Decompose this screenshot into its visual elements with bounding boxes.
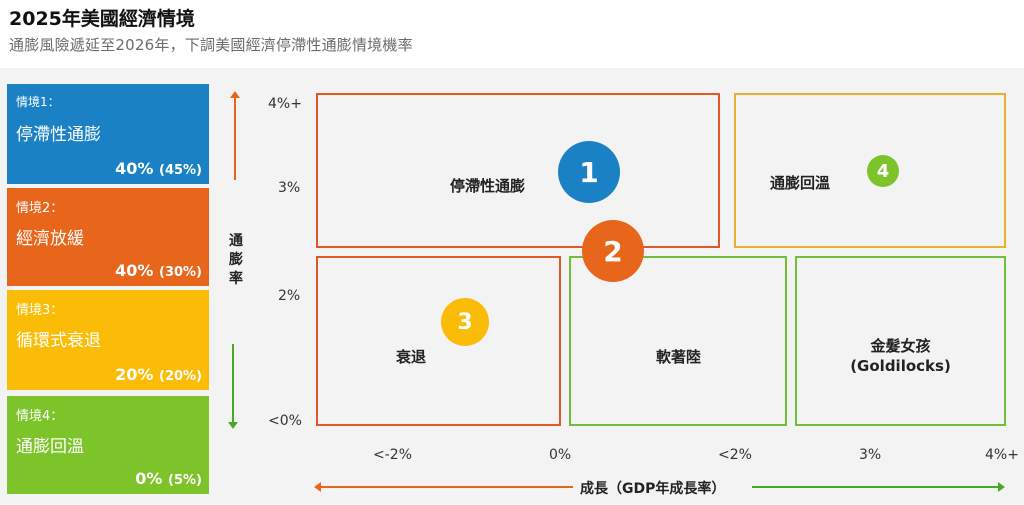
- previous-probability: (20%): [159, 369, 202, 384]
- scenario-badge-2: 2: [582, 220, 644, 282]
- scenario-probability: 40% (45%): [115, 159, 202, 178]
- x-tick: 0%: [549, 447, 572, 463]
- zone-label: 金髮女孩 (Goldilocks): [797, 336, 1004, 376]
- previous-probability: (30%): [159, 265, 202, 280]
- zone-label-line: (Goldilocks): [850, 357, 951, 375]
- zone-label-line: 金髮女孩: [870, 337, 931, 355]
- scenario-label: 情境4：: [16, 409, 64, 424]
- scenario-probability: 0% (5%): [135, 469, 202, 488]
- x-tick: 4%+: [985, 447, 1019, 463]
- scenario-card-1: 情境1： 停滯性通膨 40% (45%): [7, 84, 209, 184]
- x-tick: 3%: [859, 447, 882, 463]
- scenario-badge-1: 1: [558, 141, 620, 203]
- y-tick: 2%: [278, 288, 301, 304]
- zone-label: 通膨回溫: [770, 174, 831, 192]
- zone-goldilocks: 金髮女孩 (Goldilocks): [795, 256, 1006, 426]
- page-title: 2025年美國經濟情境: [9, 8, 195, 30]
- scenario-badge-4: 4: [867, 155, 899, 187]
- page-subtitle: 通膨風險遞延至2026年，下調美國經濟停滯性通膨情境機率: [9, 36, 413, 54]
- zone-recession: 衰退: [316, 256, 561, 426]
- y-tick: 4%+: [268, 96, 302, 112]
- inflation-down-arrow: [228, 344, 238, 429]
- scenario-name: 循環式衰退: [16, 331, 101, 351]
- scenario-card-2: 情境2： 經濟放緩 40% (30%): [7, 188, 209, 286]
- zone-label: 停滯性通膨: [450, 177, 526, 195]
- y-tick: 3%: [278, 180, 301, 196]
- scenario-label: 情境1：: [16, 95, 60, 109]
- previous-probability: (45%): [159, 163, 202, 178]
- scenario-name: 經濟放緩: [16, 229, 84, 249]
- scenario-label: 情境3：: [16, 303, 64, 318]
- x-tick: <2%: [718, 447, 752, 463]
- growth-right-arrow: [752, 482, 1005, 492]
- x-axis-label: 成長（GDP年成長率）: [580, 481, 726, 497]
- probability-value: 40%: [115, 159, 154, 178]
- scenario-badge-3: 3: [441, 298, 489, 346]
- probability-value: 0%: [135, 469, 163, 488]
- x-tick: <-2%: [373, 447, 412, 463]
- zone-reheating: 通膨回溫: [734, 93, 1006, 248]
- scenario-card-4: 情境4： 通膨回溫 0% (5%): [7, 396, 209, 494]
- scenario-probability: 40% (30%): [115, 261, 202, 280]
- scenario-label: 情境2：: [16, 201, 64, 216]
- zone-label: 軟著陸: [656, 348, 702, 366]
- zone-stagflation: 停滯性通膨: [316, 93, 720, 248]
- scenario-card-3: 情境3： 循環式衰退 20% (20%): [7, 290, 209, 390]
- previous-probability: (5%): [168, 473, 202, 488]
- scenario-name: 停滯性通膨: [16, 125, 101, 145]
- y-axis-label: 通膨率: [229, 233, 243, 287]
- scenario-name: 通膨回溫: [16, 437, 84, 457]
- inflation-up-arrow: [230, 91, 240, 180]
- growth-left-arrow: [314, 482, 573, 492]
- probability-value: 40%: [115, 261, 154, 280]
- y-tick: <0%: [268, 413, 302, 429]
- scenario-probability: 20% (20%): [115, 365, 202, 384]
- probability-value: 20%: [115, 365, 154, 384]
- zone-soft-landing: 軟著陸: [569, 256, 787, 426]
- zone-label: 衰退: [396, 348, 427, 366]
